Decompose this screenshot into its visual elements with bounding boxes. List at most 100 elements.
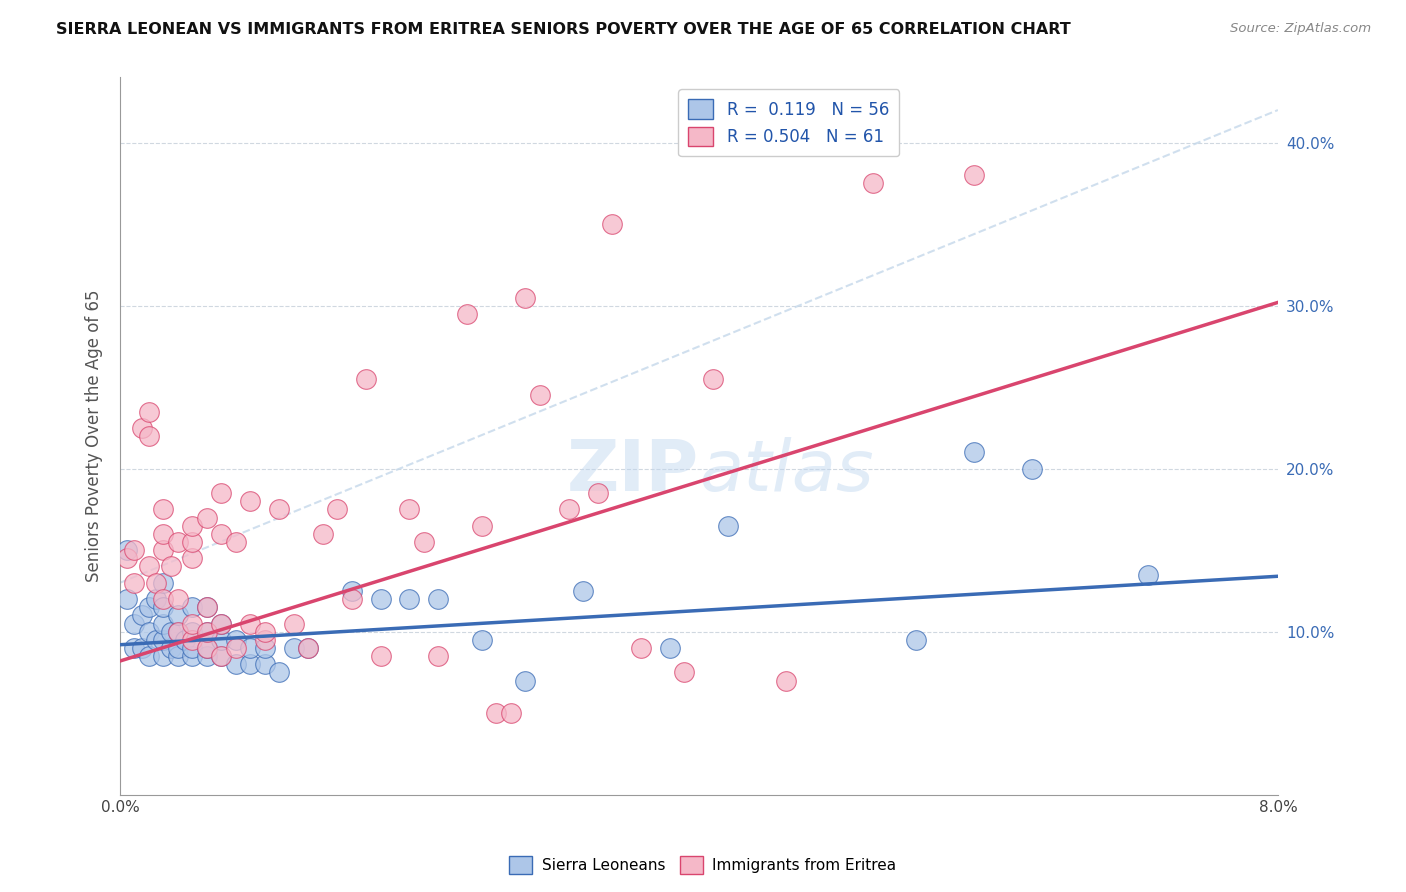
Point <box>167 592 190 607</box>
Point <box>600 217 623 231</box>
Point <box>311 527 333 541</box>
Point <box>124 575 146 590</box>
Point <box>145 575 167 590</box>
Point <box>209 632 232 647</box>
Point <box>167 649 190 664</box>
Point <box>471 632 494 647</box>
Point <box>138 429 160 443</box>
Point <box>209 616 232 631</box>
Point <box>181 640 204 655</box>
Point <box>456 307 478 321</box>
Point <box>253 632 276 647</box>
Point <box>209 486 232 500</box>
Point <box>195 624 218 639</box>
Point <box>167 535 190 549</box>
Point <box>297 640 319 655</box>
Point <box>283 616 305 631</box>
Point <box>181 535 204 549</box>
Point <box>485 706 508 721</box>
Point <box>181 632 204 647</box>
Point <box>702 372 724 386</box>
Point <box>225 632 247 647</box>
Point <box>340 583 363 598</box>
Point <box>138 649 160 664</box>
Point <box>499 706 522 721</box>
Point <box>195 640 218 655</box>
Point <box>181 600 204 615</box>
Point <box>209 527 232 541</box>
Point <box>354 372 377 386</box>
Point <box>138 600 160 615</box>
Point <box>167 640 190 655</box>
Point <box>115 592 138 607</box>
Point <box>239 616 262 631</box>
Point <box>159 559 181 574</box>
Point <box>1136 567 1159 582</box>
Point <box>586 486 609 500</box>
Point <box>167 608 190 623</box>
Text: ZIP: ZIP <box>567 437 699 507</box>
Point <box>239 640 262 655</box>
Point <box>159 640 181 655</box>
Point <box>269 502 291 516</box>
Point <box>225 640 247 655</box>
Point <box>138 624 160 639</box>
Point <box>181 649 204 664</box>
Point <box>340 592 363 607</box>
Point <box>427 592 450 607</box>
Point <box>181 616 204 631</box>
Point <box>515 291 537 305</box>
Point <box>673 665 696 680</box>
Point <box>572 583 595 598</box>
Point <box>124 616 146 631</box>
Point <box>181 518 204 533</box>
Point <box>124 640 146 655</box>
Text: Source: ZipAtlas.com: Source: ZipAtlas.com <box>1230 22 1371 36</box>
Point <box>209 649 232 664</box>
Point <box>152 543 174 558</box>
Point <box>152 575 174 590</box>
Point <box>775 673 797 688</box>
Point <box>253 657 276 672</box>
Point <box>159 624 181 639</box>
Point <box>195 600 218 615</box>
Point <box>181 551 204 566</box>
Point <box>370 649 392 664</box>
Point <box>239 657 262 672</box>
Point <box>131 421 153 435</box>
Point <box>297 640 319 655</box>
Point <box>195 649 218 664</box>
Point <box>398 592 420 607</box>
Point <box>195 624 218 639</box>
Point <box>195 510 218 524</box>
Point <box>138 559 160 574</box>
Point <box>152 502 174 516</box>
Point <box>209 616 232 631</box>
Point <box>145 632 167 647</box>
Point <box>963 168 986 182</box>
Point <box>138 404 160 418</box>
Point <box>152 632 174 647</box>
Point <box>131 640 153 655</box>
Legend: Sierra Leoneans, Immigrants from Eritrea: Sierra Leoneans, Immigrants from Eritrea <box>503 850 903 880</box>
Point <box>181 624 204 639</box>
Legend: R =  0.119   N = 56, R = 0.504   N = 61: R = 0.119 N = 56, R = 0.504 N = 61 <box>678 89 898 156</box>
Text: atlas: atlas <box>699 437 873 507</box>
Point <box>905 632 928 647</box>
Point <box>717 518 740 533</box>
Point <box>131 608 153 623</box>
Point <box>253 624 276 639</box>
Point <box>174 632 197 647</box>
Point <box>370 592 392 607</box>
Point <box>152 527 174 541</box>
Point <box>253 640 276 655</box>
Point <box>413 535 436 549</box>
Point <box>115 551 138 566</box>
Point <box>115 543 138 558</box>
Point <box>963 445 986 459</box>
Point <box>195 600 218 615</box>
Point <box>269 665 291 680</box>
Point <box>471 518 494 533</box>
Point <box>862 177 884 191</box>
Point <box>283 640 305 655</box>
